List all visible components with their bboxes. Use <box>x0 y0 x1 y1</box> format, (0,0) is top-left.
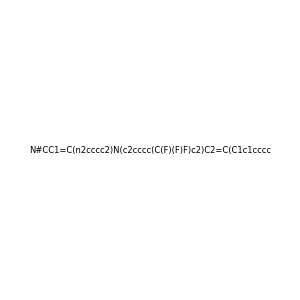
Text: N#CC1=C(n2cccc2)N(c2cccc(C(F)(F)F)c2)C2=C(C1c1cccc: N#CC1=C(n2cccc2)N(c2cccc(C(F)(F)F)c2)C2=… <box>29 146 271 154</box>
